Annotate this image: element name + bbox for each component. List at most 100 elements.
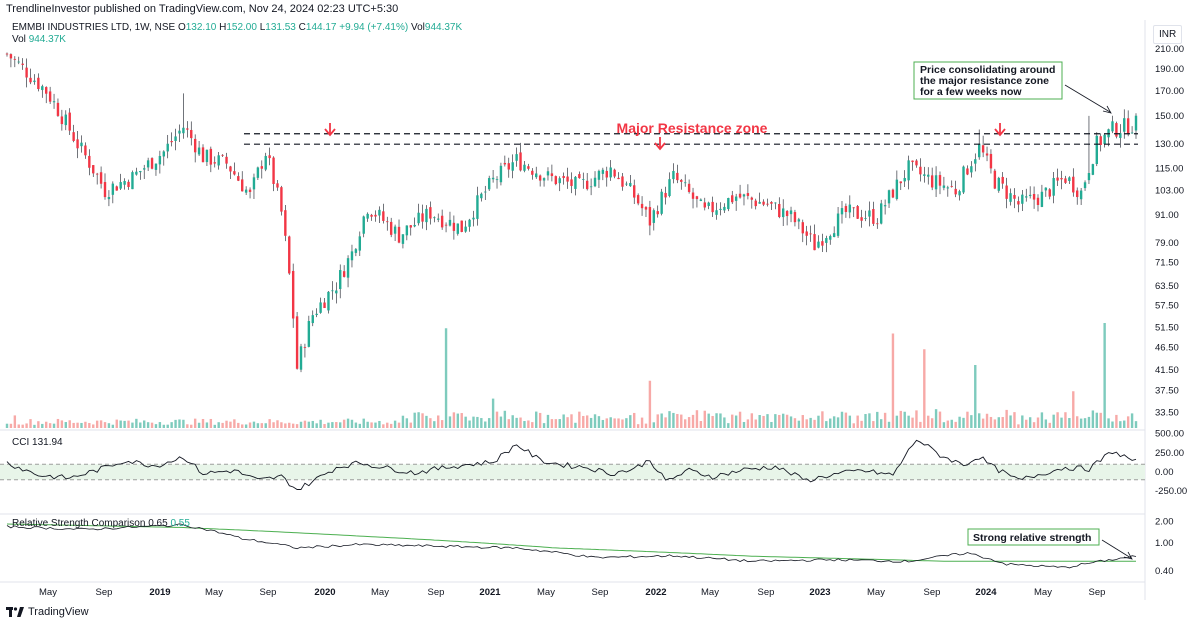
volume-bar	[1021, 415, 1024, 428]
candle-body	[143, 168, 146, 170]
candle-body	[397, 226, 401, 243]
volume-bar	[1032, 422, 1036, 428]
axis-tick-label: 115.00	[1155, 163, 1183, 174]
candle-body	[72, 132, 75, 141]
volume-bar	[801, 415, 804, 428]
volume-bar	[597, 416, 601, 428]
axis-tick-label: Sep	[260, 587, 277, 598]
candle-body	[284, 210, 287, 236]
candle-body	[417, 212, 420, 224]
volume-bar	[111, 424, 115, 428]
change-value: +9.94 (+7.41%)	[339, 22, 409, 33]
candle-body	[719, 208, 722, 210]
candle-body	[166, 143, 169, 152]
candle-body	[915, 160, 918, 166]
candle-body	[734, 196, 738, 201]
volume-bar	[546, 414, 550, 428]
resistance-zone-label[interactable]: Major Resistance zone	[617, 120, 768, 136]
volume-bar	[21, 424, 24, 428]
candle-body	[205, 149, 209, 163]
candle-body	[844, 206, 848, 212]
tradingview-brand-text: TradingView	[28, 606, 89, 618]
axis-tick-label: May	[205, 587, 223, 598]
axis-tick-label: 150.00	[1155, 111, 1184, 122]
currency-button[interactable]: INR	[1153, 25, 1183, 44]
candle-body	[487, 178, 491, 190]
consolidation-note-box[interactable]	[913, 61, 1063, 100]
volume-bar	[229, 421, 232, 428]
axis-tick-label: 190.00	[1155, 64, 1184, 75]
volume-bar	[868, 413, 871, 428]
tradingview-brand[interactable]: TradingView	[6, 606, 89, 618]
candle-body	[582, 179, 585, 180]
candle-body	[778, 203, 781, 218]
candle-body	[832, 233, 836, 238]
volume-bar	[440, 420, 444, 428]
candle-body	[45, 87, 48, 94]
candle-body	[499, 165, 503, 183]
volume-bar	[421, 413, 424, 428]
candle-body	[770, 202, 773, 204]
candle-body	[29, 77, 32, 83]
volume-bar	[774, 414, 777, 428]
volume-bar	[1052, 414, 1055, 428]
symbol-name[interactable]: EMMBI INDUSTRIES LTD, 1W, NSE	[12, 22, 176, 33]
volume-bar	[209, 418, 213, 428]
candle-body	[879, 203, 883, 224]
close-label: C	[298, 22, 306, 33]
volume-bar	[633, 412, 636, 428]
volume-bar	[409, 422, 412, 428]
candle-body	[597, 170, 601, 180]
volume-bar	[241, 424, 244, 428]
candle-body	[158, 156, 162, 165]
candle-body	[954, 188, 957, 195]
axis-tick-label: 2022	[645, 587, 666, 598]
axis-tick-label: May	[867, 587, 885, 598]
candle-body	[930, 175, 934, 188]
candle-body	[907, 160, 910, 181]
volume-bar	[903, 411, 906, 428]
strength-note-box[interactable]	[967, 528, 1100, 546]
candle-body	[213, 162, 216, 164]
candle-body	[817, 241, 820, 248]
volume-bar	[585, 415, 589, 428]
cci-legend[interactable]: CCI 131.94	[12, 437, 63, 448]
volume-bar	[143, 420, 146, 428]
volume-legend[interactable]: Vol 944.37K	[12, 34, 66, 45]
candle-body	[52, 101, 56, 103]
volume-bar	[29, 419, 32, 428]
candle-body	[676, 172, 679, 181]
candle-body	[860, 217, 863, 221]
candle-body	[393, 226, 397, 234]
candle-body	[1075, 190, 1079, 198]
volume-bar	[495, 411, 499, 428]
volume-bar	[182, 419, 185, 428]
candle-body	[370, 214, 373, 217]
candle-body	[644, 207, 648, 210]
candle-body	[629, 182, 632, 187]
rsc-legend[interactable]: Relative Strength Comparison 0.65 0.55	[12, 518, 190, 529]
candle-body	[41, 86, 44, 91]
volume-bar	[323, 424, 326, 428]
candle-body	[456, 223, 460, 234]
volume-bar	[1103, 323, 1106, 428]
candle-body	[750, 197, 754, 200]
candle-body	[1126, 118, 1130, 135]
candle-body	[241, 179, 244, 192]
candle-body	[244, 189, 248, 193]
volume-bar	[295, 424, 299, 428]
candle-body	[519, 152, 522, 171]
axis-tick-label: 46.50	[1155, 343, 1179, 354]
candle-body	[1001, 176, 1004, 184]
candle-body	[946, 187, 950, 189]
volume-bar	[92, 424, 95, 428]
axis-tick-label: 2.00	[1155, 517, 1174, 528]
candle-body	[974, 159, 977, 164]
volume-bar	[574, 422, 577, 428]
volume-bar	[154, 424, 158, 428]
candle-body	[323, 302, 326, 309]
strength-pointer-arrow-icon	[1101, 539, 1133, 560]
candle-body	[1130, 132, 1134, 134]
volume-bar	[1040, 412, 1044, 428]
